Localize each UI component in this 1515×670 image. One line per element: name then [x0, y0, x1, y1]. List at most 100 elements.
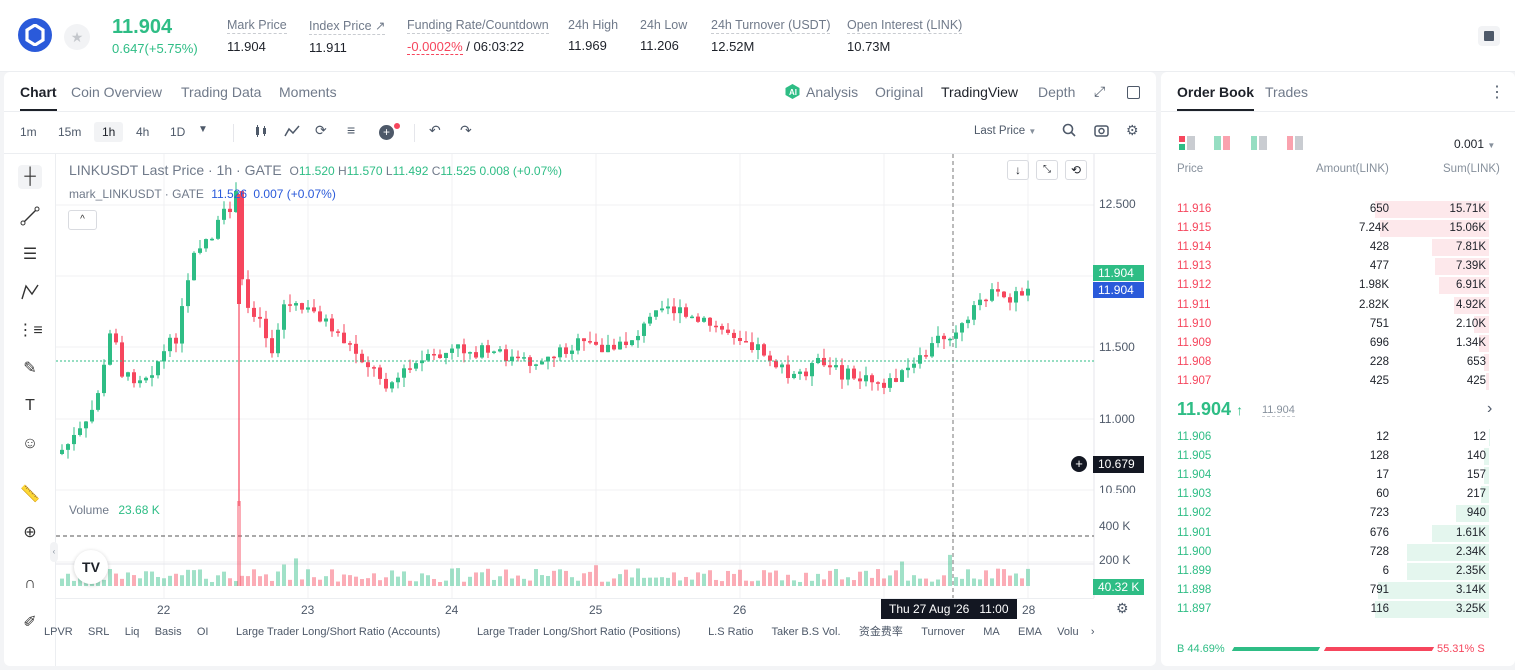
bid-row[interactable]: 11.897 116 3.25K [1161, 600, 1499, 619]
view-asks-icon[interactable] [1287, 136, 1303, 155]
ask-row[interactable]: 11.912 1.98K 6.91K [1161, 276, 1499, 295]
chart-settings-icon[interactable]: ⚙ [1116, 600, 1129, 616]
tab-depth[interactable]: Depth [1038, 84, 1076, 100]
bid-row[interactable]: 11.903 60 217 [1161, 485, 1499, 504]
indicator-volume[interactable]: Volu [1057, 626, 1079, 638]
chevron-right-icon[interactable]: › [1487, 400, 1493, 417]
view-both-icon[interactable] [1179, 136, 1195, 155]
price-source-select[interactable]: Last Price ▼ [974, 125, 1036, 137]
more-options-icon[interactable]: ⋮ [1489, 84, 1505, 101]
tab-original[interactable]: Original [875, 84, 924, 100]
tradingview-logo-icon[interactable]: TV [74, 550, 108, 584]
ask-row[interactable]: 11.914 428 7.81K [1161, 238, 1499, 257]
pencil-edit-icon[interactable]: ✐ [23, 614, 37, 631]
replay-icon[interactable]: ⟳ [315, 122, 327, 138]
scroll-down-icon[interactable]: ↓ [1007, 160, 1029, 180]
guide-book-icon[interactable] [1478, 26, 1500, 46]
indicators-icon[interactable] [284, 123, 300, 142]
stat-label[interactable]: Mark Price [227, 18, 287, 34]
timeframe-1d[interactable]: 1D [170, 125, 186, 139]
ai-analysis-icon[interactable]: AI [784, 83, 801, 100]
collapse-toolbar-icon[interactable]: ‹ [50, 542, 58, 562]
timeframe-1m[interactable]: 1m [20, 125, 37, 139]
bid-row[interactable]: 11.904 17 157 [1161, 466, 1499, 485]
timeframe-dropdown-icon[interactable]: ▼ [198, 124, 208, 135]
tab-chart[interactable]: Chart [20, 84, 57, 111]
indicator-oi[interactable]: OI [196, 626, 209, 638]
indicator-ls-accounts[interactable]: Large Trader Long/Short Ratio (Accounts) [236, 626, 441, 638]
ask-row[interactable]: 11.909 696 1.34K [1161, 334, 1499, 353]
indicator-ema[interactable]: EMA [1018, 626, 1042, 638]
candlestick-type-icon[interactable] [253, 123, 269, 142]
favorite-star-icon[interactable]: ★ [64, 24, 90, 50]
add-price-line-icon[interactable]: + [1071, 456, 1087, 472]
search-icon[interactable] [1062, 123, 1076, 140]
timeframe-4h[interactable]: 4h [136, 125, 150, 139]
ask-row[interactable]: 11.916 650 15.71K [1161, 200, 1499, 219]
indicator-turnover[interactable]: Turnover [921, 626, 965, 638]
magnet-tool-icon[interactable]: ∩ [24, 575, 36, 592]
ask-row[interactable]: 11.913 477 7.39K [1161, 257, 1499, 276]
camera-icon[interactable] [1094, 123, 1109, 140]
indicator-lpvr[interactable]: LPVR [44, 626, 73, 638]
tab-tradingview[interactable]: TradingView [941, 84, 1019, 100]
indicator-liq[interactable]: Liq [124, 626, 140, 638]
timeframe-15m[interactable]: 15m [58, 125, 82, 139]
chevron-right-icon[interactable]: › [1090, 626, 1095, 638]
settings-gear-icon[interactable]: ⚙ [1126, 122, 1139, 138]
ask-row[interactable]: 11.915 7.24K 15.06K [1161, 219, 1499, 238]
bid-row[interactable]: 11.901 676 1.61K [1161, 524, 1499, 543]
mid-mark-price[interactable]: 11.904 [1262, 404, 1295, 417]
expand-icon[interactable]: ⤢ [1094, 83, 1106, 99]
precision-select[interactable]: 0.001 ▼ [1454, 137, 1495, 151]
stat-label[interactable]: Funding Rate/Countdown [407, 18, 549, 34]
tab-trading-data[interactable]: Trading Data [181, 84, 262, 100]
collapse-legend-button[interactable]: ^ [68, 210, 97, 230]
timeframe-1h[interactable]: 1h [94, 122, 124, 142]
collapse-pane-icon[interactable]: ⤡ [1036, 160, 1058, 180]
text-tool-icon[interactable]: T [25, 397, 35, 414]
tab-moments[interactable]: Moments [279, 84, 337, 100]
view-layout-icon[interactable] [1214, 136, 1230, 155]
parallel-lines-tool-icon[interactable]: ☰ [22, 246, 38, 263]
bid-row[interactable]: 11.905 128 140 [1161, 447, 1499, 466]
price-chart[interactable] [56, 154, 1156, 598]
reset-chart-icon[interactable]: ⟲ [1065, 160, 1087, 180]
undo-icon[interactable]: ↶ [429, 122, 441, 138]
templates-icon[interactable]: ≡ [347, 122, 356, 138]
crosshair-tool-icon[interactable]: ┼ [18, 165, 42, 189]
indicator-basis[interactable]: Basis [154, 626, 182, 638]
tab-analysis[interactable]: Analysis [806, 84, 859, 100]
tab-trades[interactable]: Trades [1265, 84, 1309, 100]
ask-row[interactable]: 11.907 425 425 [1161, 372, 1499, 391]
indicator-ma[interactable]: MA [983, 626, 1000, 638]
stat-label[interactable]: Index Price ↗ [309, 19, 386, 35]
view-bids-icon[interactable] [1251, 136, 1267, 155]
bid-row[interactable]: 11.906 12 12 [1161, 428, 1499, 447]
ask-row[interactable]: 11.910 751 2.10K [1161, 315, 1499, 334]
ask-row[interactable]: 11.908 228 653 [1161, 353, 1499, 372]
trend-line-tool-icon[interactable] [18, 204, 42, 228]
redo-icon[interactable]: ↷ [460, 122, 472, 138]
bid-row[interactable]: 11.899 6 2.35K [1161, 562, 1499, 581]
zoom-tool-icon[interactable]: ⊕ [23, 524, 37, 541]
indicator-ls-positions[interactable]: Large Trader Long/Short Ratio (Positions… [476, 626, 681, 638]
tab-order-book[interactable]: Order Book [1177, 84, 1255, 111]
emoji-tool-icon[interactable]: ☺ [21, 435, 39, 452]
indicator-taker-vol[interactable]: Taker B.S Vol. [771, 626, 841, 638]
indicator-ls-ratio[interactable]: L.S Ratio [708, 626, 754, 638]
funding-rate-value[interactable]: -0.0002% [407, 39, 463, 55]
brush-tool-icon[interactable]: ✎ [23, 360, 37, 377]
fullscreen-icon[interactable] [1127, 86, 1140, 99]
indicator-funding[interactable]: 资金费率 [858, 626, 903, 638]
ask-row[interactable]: 11.911 2.82K 4.92K [1161, 296, 1499, 315]
indicator-srl[interactable]: SRL [88, 626, 110, 638]
stat-label[interactable]: 24h Turnover (USDT) [711, 18, 831, 34]
fib-tool-icon[interactable]: ⋮≡ [17, 322, 43, 339]
bid-row[interactable]: 11.900 728 2.34K [1161, 543, 1499, 562]
bid-row[interactable]: 11.898 791 3.14K [1161, 581, 1499, 600]
bid-row[interactable]: 11.902 723 940 [1161, 504, 1499, 523]
add-alert-icon[interactable]: + [379, 125, 394, 140]
ruler-tool-icon[interactable]: 📏 [20, 486, 40, 503]
stat-label[interactable]: Open Interest (LINK) [847, 18, 963, 34]
